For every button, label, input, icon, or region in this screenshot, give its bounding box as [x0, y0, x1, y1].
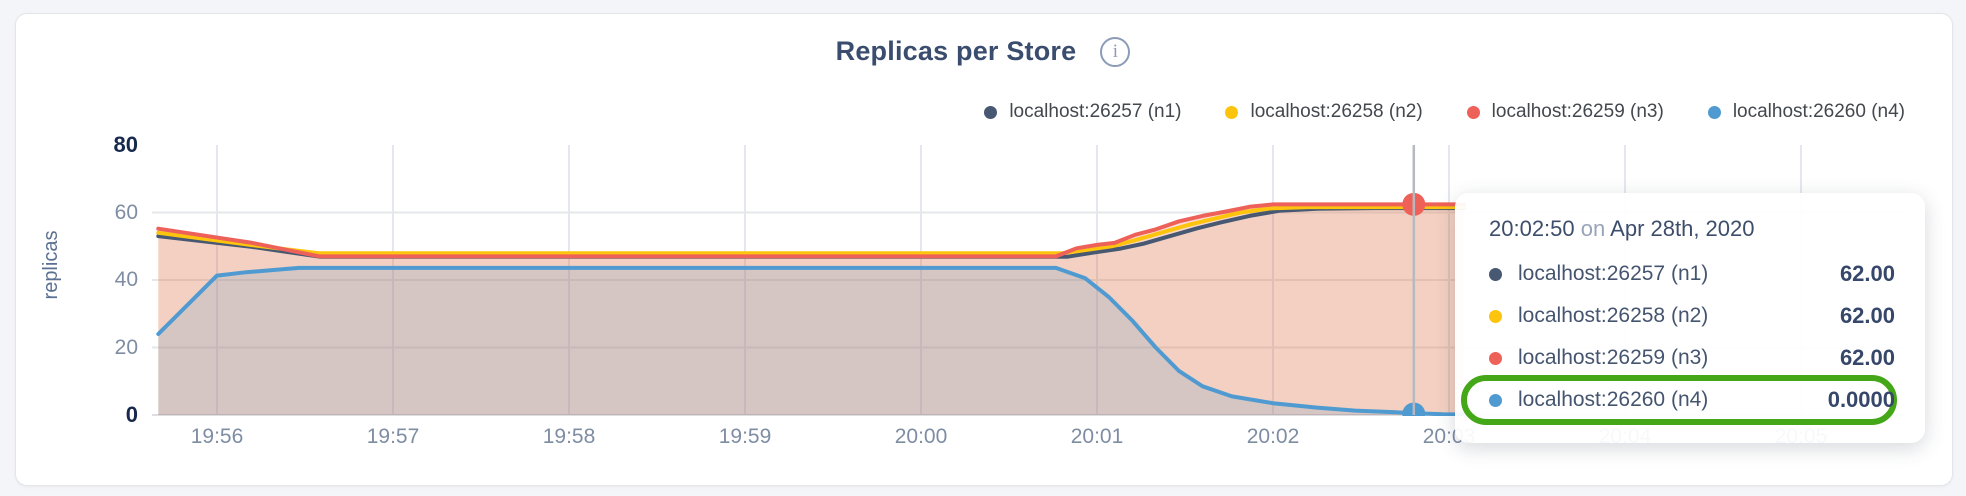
series-area-n4: [158, 267, 1464, 415]
legend-item-n2[interactable]: localhost:26258 (n2): [1225, 101, 1423, 123]
info-icon[interactable]: i: [1100, 36, 1131, 67]
legend-item-label: localhost:26257 (n1): [1009, 101, 1182, 122]
tooltip-time: 20:02:50: [1489, 216, 1575, 241]
tooltip-row-label: localhost:26258 (n2): [1518, 304, 1709, 327]
tooltip-row-value: 62.00: [1839, 303, 1895, 328]
tooltip-swatch-icon: [1489, 309, 1502, 323]
tooltip-swatch-icon: [1489, 267, 1502, 281]
legend-swatch-icon: [1707, 105, 1721, 119]
y-axis-title: replicas: [40, 230, 62, 300]
tooltip-swatch-icon: [1489, 351, 1502, 365]
tooltip-header: 20:02:50 on Apr 28th, 2020: [1489, 213, 1895, 245]
series-area-n1: [158, 208, 1464, 415]
tooltip-row-value: 0.0000: [1827, 387, 1895, 412]
tooltip-date: Apr 28th, 2020: [1610, 216, 1755, 241]
tooltip-row-label: localhost:26260 (n4): [1518, 388, 1709, 411]
legend-swatch-icon: [1466, 105, 1480, 119]
legend-item-label: localhost:26260 (n4): [1732, 101, 1905, 122]
series-layer: [156, 192, 1466, 416]
tooltip-on-word: on: [1580, 216, 1606, 241]
series-line-n3: [156, 202, 1466, 259]
tooltip-row-label: localhost:26259 (n3): [1518, 346, 1709, 369]
tooltip-swatch-icon: [1489, 393, 1502, 407]
legend-item-label: localhost:26258 (n2): [1250, 101, 1423, 122]
tooltip-row-value: 62.00: [1839, 261, 1895, 286]
tooltip-row-n2: localhost:26258 (n2) 62.00: [1489, 295, 1895, 337]
chart-title: Replicas per Store: [835, 36, 1077, 66]
legend-item-n4[interactable]: localhost:26260 (n4): [1707, 101, 1905, 123]
tooltip-row-n3: localhost:26259 (n3) 62.00: [1489, 337, 1895, 379]
series-line-n4: [156, 265, 1466, 416]
tooltip-row-n1: localhost:26257 (n1) 62.00: [1489, 253, 1895, 295]
legend: localhost:26257 (n1) localhost:26258 (n2)…: [984, 101, 1905, 123]
highlight-ring: [1461, 375, 1897, 425]
info-icon-glyph: i: [1112, 40, 1118, 62]
tooltip-row-value: 62.00: [1839, 345, 1895, 370]
legend-item-label: localhost:26259 (n3): [1491, 101, 1664, 122]
legend-item-n1[interactable]: localhost:26257 (n1): [984, 101, 1181, 123]
tooltip-row-n4: localhost:26260 (n4) 0.0000: [1489, 379, 1895, 421]
tooltip-rows: localhost:26257 (n1) 62.00 localhost:26258…: [1489, 253, 1895, 421]
series-area-n2: [158, 207, 1464, 415]
tooltip-row-label: localhost:26257 (n1): [1518, 262, 1709, 285]
chart-header: Replicas per Store i: [0, 36, 1966, 67]
series-line-n2: [156, 205, 1466, 256]
legend-swatch-icon: [984, 105, 998, 119]
legend-item-n3[interactable]: localhost:26259 (n3): [1466, 101, 1664, 123]
chart-tooltip: 20:02:50 on Apr 28th, 2020 localhost:262…: [1455, 193, 1925, 443]
legend-swatch-icon: [1225, 105, 1239, 119]
